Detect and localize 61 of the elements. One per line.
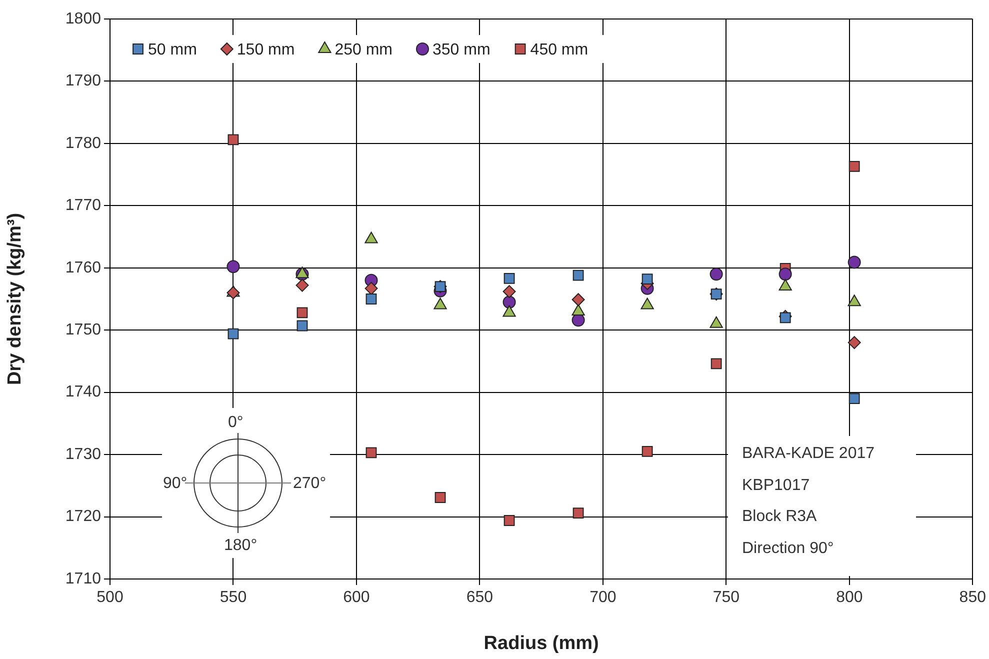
y-tick-label: 1770 — [65, 197, 102, 214]
legend-label: 350 mm — [432, 41, 490, 58]
point — [710, 268, 723, 281]
point — [228, 134, 239, 146]
legend-label: 50 mm — [148, 41, 197, 58]
point — [572, 293, 585, 306]
x-tick-label: 500 — [96, 589, 124, 606]
annotation: 90° — [163, 475, 188, 493]
point — [642, 446, 653, 457]
x-tick-label: 850 — [959, 589, 986, 606]
annotation: Direction 90° — [742, 540, 834, 558]
x-tick-label: 650 — [466, 589, 494, 606]
y-tick-label: 1740 — [65, 384, 102, 401]
y-tick-label: 1750 — [65, 322, 102, 339]
point — [434, 492, 446, 503]
point — [572, 270, 584, 281]
annotation: 0° — [228, 414, 244, 432]
annotation: BARA-KADE 2017 — [742, 445, 875, 463]
y-axis-title: Dry density (kg/m³) — [4, 212, 26, 386]
y-tick-label: 1800 — [65, 10, 102, 28]
point — [848, 161, 860, 172]
legend-label: 150 mm — [236, 41, 295, 58]
x-tick-label: 750 — [712, 589, 740, 606]
legend-label: 250 mm — [334, 41, 392, 58]
annotation: 270° — [293, 475, 326, 493]
point — [226, 260, 240, 274]
x-tick-label: 700 — [590, 589, 616, 606]
annotation: Block R3A — [742, 508, 817, 526]
point — [228, 328, 239, 340]
y-tick-label: 1790 — [65, 72, 102, 90]
x-tick-label: 800 — [836, 589, 863, 606]
y-tick-label: 1780 — [65, 134, 102, 152]
point — [572, 508, 584, 518]
y-tick-label: 1710 — [65, 570, 102, 588]
point — [848, 256, 861, 269]
point — [642, 274, 653, 285]
point — [364, 282, 378, 295]
x-axis-title: Radius (mm) — [484, 632, 599, 654]
x-tick-label: 600 — [343, 589, 370, 606]
point — [778, 268, 792, 281]
point — [296, 307, 308, 318]
point — [848, 393, 860, 404]
y-tick-label: 1760 — [65, 259, 102, 276]
y-tick-label: 1730 — [65, 446, 102, 463]
annotation: KBP1017 — [742, 476, 810, 494]
legend-label: 450 mm — [530, 41, 588, 58]
point — [366, 447, 377, 458]
point — [366, 294, 377, 304]
point — [710, 358, 722, 370]
point — [296, 320, 308, 332]
point — [848, 336, 861, 350]
point — [296, 278, 309, 292]
y-tick-label: 1720 — [65, 508, 102, 526]
point — [572, 314, 585, 327]
point — [780, 312, 791, 324]
x-tick-label: 550 — [220, 589, 247, 606]
point — [226, 286, 240, 300]
point — [504, 515, 515, 526]
point — [504, 273, 515, 284]
point — [502, 285, 516, 298]
annotation: 180° — [224, 537, 258, 555]
